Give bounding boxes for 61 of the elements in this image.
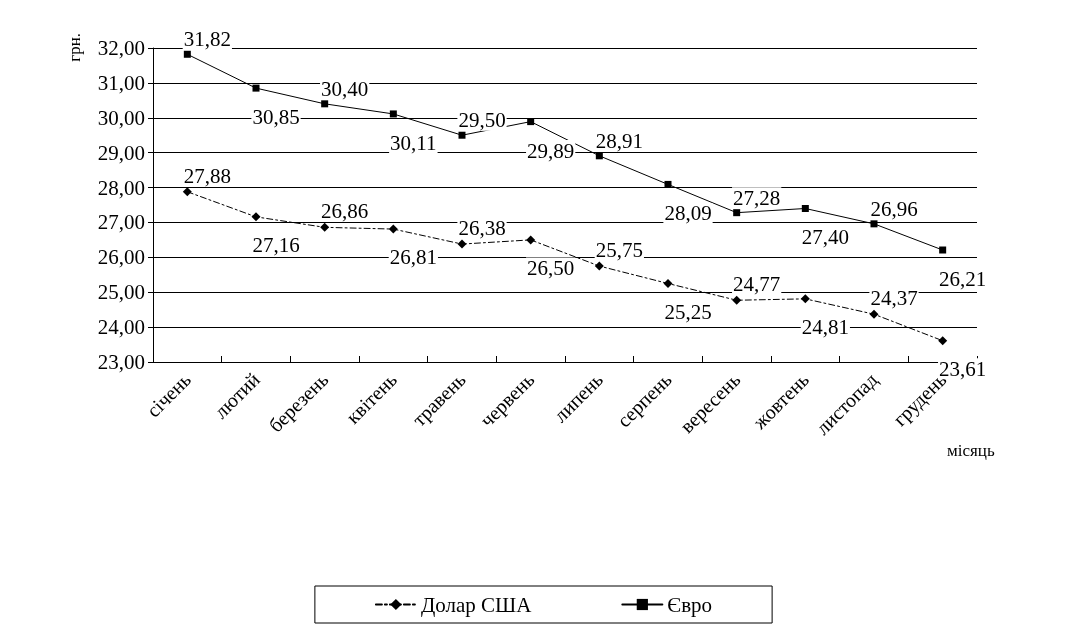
y-tick-label: 25,00 (97, 280, 145, 305)
point (182, 187, 192, 197)
point (183, 50, 191, 58)
y-axis-title: грн. (65, 33, 84, 62)
data-label: 25,25 (664, 299, 712, 324)
point (732, 295, 742, 305)
point (320, 222, 330, 232)
point (869, 309, 879, 319)
y-tick-label: 29,00 (97, 140, 145, 165)
point (870, 220, 878, 228)
data-label: 26,96 (870, 196, 918, 221)
data-label: 26,38 (458, 216, 506, 241)
data-label: 24,77 (733, 272, 781, 297)
data-label: 26,50 (527, 255, 575, 280)
point (939, 246, 947, 254)
data-label: 27,40 (801, 225, 849, 250)
y-tick-label: 27,00 (97, 210, 145, 235)
y-tick-label: 28,00 (97, 175, 145, 200)
point (252, 84, 260, 92)
data-label: 30,40 (321, 76, 369, 101)
data-label: 31,82 (183, 27, 231, 52)
data-label: 28,09 (664, 201, 712, 226)
data-label: 25,75 (595, 238, 643, 263)
legend-label: Євро (667, 592, 713, 617)
data-label: 24,37 (870, 286, 918, 311)
data-label: 24,81 (801, 314, 849, 339)
point (321, 100, 329, 108)
point (388, 224, 398, 234)
point (938, 336, 948, 346)
point (663, 279, 673, 288)
point (389, 110, 397, 118)
data-label: 27,28 (733, 185, 781, 210)
data-label: 26,21 (939, 267, 987, 292)
point (800, 294, 810, 304)
data-label: 26,86 (321, 199, 369, 224)
data-label: 26,81 (389, 245, 437, 270)
point (595, 152, 603, 160)
data-label: 27,16 (252, 232, 300, 257)
point (251, 212, 261, 222)
point (664, 180, 672, 188)
point (801, 204, 809, 212)
point (458, 131, 466, 139)
y-tick-label: 23,00 (97, 350, 145, 374)
data-label: 29,50 (458, 108, 506, 133)
point (526, 235, 536, 245)
point (527, 118, 535, 126)
data-label: 30,85 (252, 105, 300, 130)
point (733, 209, 741, 217)
point (594, 261, 604, 271)
y-tick-label: 32,00 (97, 36, 145, 60)
data-label: 30,11 (390, 130, 437, 155)
data-label: 27,88 (183, 163, 231, 188)
point (457, 239, 467, 249)
legend-label: Долар США (420, 592, 533, 617)
y-tick-label: 30,00 (97, 105, 145, 130)
x-axis-title: місяць (947, 441, 995, 460)
y-tick-label: 31,00 (97, 70, 145, 95)
y-tick-label: 24,00 (97, 315, 145, 340)
y-tick-label: 26,00 (97, 245, 145, 270)
data-label: 28,91 (595, 128, 643, 153)
data-label: 29,89 (527, 138, 575, 163)
